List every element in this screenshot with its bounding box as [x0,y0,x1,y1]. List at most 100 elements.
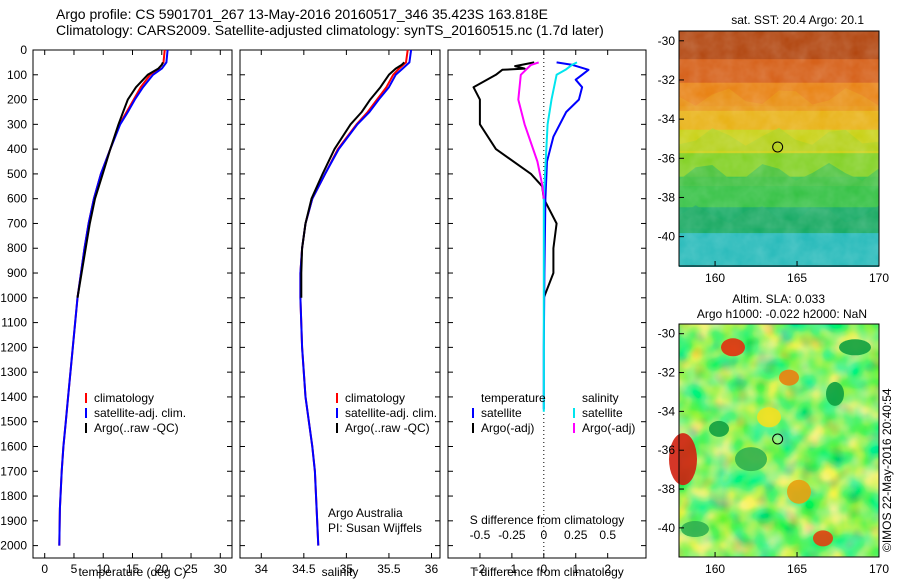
ytick-label: 500 [7,167,27,181]
panel3-xtick-label: -1 [507,562,518,576]
map2-xtick-label: 170 [869,562,889,576]
map1-ytick-label: -40 [658,230,676,244]
ytick-label: 1400 [0,390,27,404]
ytick-label: 800 [7,241,27,255]
panel1-xtick-label: 0 [41,562,48,576]
map1-title: sat. SST: 20.4 Argo: 20.1 [731,13,864,27]
legend1-label: satellite-adj. clim. [94,406,186,420]
sdiff-tick-label: -0.5 [470,528,491,542]
legend4-title: salinity [582,391,619,405]
panel3-xtick-label: 1 [572,562,579,576]
temperature-line-argo [76,61,164,298]
panel1-xtick-label: 30 [214,562,228,576]
imos-side-label: ©IMOS 22-May-2016 20:40:54 [880,388,894,552]
map1-ytick-label: -38 [658,190,676,204]
map2-ytick-label: -34 [658,404,676,418]
ytick-label: 1800 [0,489,27,503]
panel2-xtick-label: 36 [425,562,439,576]
map1-ytick-label: -34 [658,112,676,126]
salinity-line-climatology [299,49,409,546]
legend2-label: climatology [345,391,405,405]
panel2-xlabel: salinity [322,565,359,579]
map2-feature [757,407,781,428]
panel1-xtick-label: 25 [184,562,198,576]
sdiff-tick-label: 0.25 [564,528,588,542]
panel3-xlabel: T difference from climatology [470,565,624,579]
temperature-line-climatology [58,49,166,546]
map1-ytick-label: -30 [658,34,676,48]
map1-argo-marker [772,141,784,153]
map2-title-line1: Altim. SLA: 0.033 [732,292,825,306]
panel2-xtick-label: 35.5 [377,562,401,576]
map1-xtick-label: 165 [787,271,807,285]
ytick-label: 700 [7,216,27,230]
salinity-annotation-line1: Argo Australia [328,506,403,520]
tdiff-line-argo [472,61,558,299]
map2-ytick-label: -38 [658,482,676,496]
ytick-label: 100 [7,68,27,82]
map2-title-line2: Argo h1000: -0.022 h2000: NaN [697,307,867,321]
map2-ytick-label: -40 [658,521,676,535]
map2-feature [721,338,745,357]
ytick-label: 1900 [0,514,27,528]
ytick-label: 1200 [0,340,27,354]
legend3-label: Argo(-adj) [481,421,534,435]
chart-title-line2: Climatology: CARS2009. Satellite-adjuste… [56,22,604,38]
map1-ytick-label: -36 [658,151,676,165]
ytick-label: 1300 [0,365,27,379]
panel1-xtick-label: 15 [126,562,140,576]
map2-xtick-label: 160 [705,562,725,576]
panel1-xlabel: temperature (deg C) [78,565,186,579]
map2-feature [709,420,729,437]
ytick-label: 900 [7,266,27,280]
map2-frame [678,323,880,558]
legend1-label: climatology [94,391,154,405]
ytick-label: 200 [7,93,27,107]
map2-argo-marker [772,433,784,445]
map2-image [669,324,879,557]
map2-feature [669,433,697,486]
map1-image [679,31,879,267]
panel3-xtick-label: 2 [604,562,611,576]
sdiff-tick-label: -0.25 [498,528,526,542]
sdiff-axis-label: S difference from climatology [470,513,625,527]
legend2-label: Argo(..raw -QC) [345,421,430,435]
panel1-frame [32,49,233,559]
map1-xtick-label: 160 [705,271,725,285]
panel2-xtick-label: 35 [340,562,354,576]
ytick-label: 1600 [0,439,27,453]
map1-xtick-label: 170 [869,271,889,285]
panel2-xtick-label: 34 [255,562,269,576]
map2-feature [779,369,799,386]
legend4-label: Argo(-adj) [582,421,635,435]
legend1-label: Argo(..raw -QC) [94,421,179,435]
ytick-label: 1500 [0,415,27,429]
map2-field [679,324,879,557]
map2-feature [826,381,844,406]
map2-xtick-label: 165 [787,562,807,576]
map2-feature [813,530,833,547]
panel3-frame [447,49,647,559]
map2-feature [735,447,767,472]
chart-title-line1: Argo profile: CS 5901701_267 13-May-2016… [56,6,548,22]
ytick-label: 2000 [0,539,27,553]
ytick-label: 300 [7,117,27,131]
ytick-label: 1100 [1,316,27,330]
map2-feature [787,479,811,504]
temperature-line-satellite [58,49,169,546]
ytick-label: 1000 [0,291,27,305]
map2-feature [681,521,709,538]
map1-texture [679,31,879,266]
panel3-xtick-label: 0 [540,562,547,576]
ytick-label: 400 [7,142,27,156]
panel1-xtick-label: 20 [155,562,169,576]
legend4-label: satellite [582,406,623,420]
panel3-xtick-label: -2 [475,562,486,576]
legend2-label: satellite-adj. clim. [345,406,437,420]
ytick-label: 0 [20,43,27,57]
sdiff-line-argo [517,61,545,199]
map1-ytick-label: -32 [658,73,676,87]
sdiff-tick-label: 0.5 [599,528,616,542]
tdiff-line-satellite [542,61,590,410]
